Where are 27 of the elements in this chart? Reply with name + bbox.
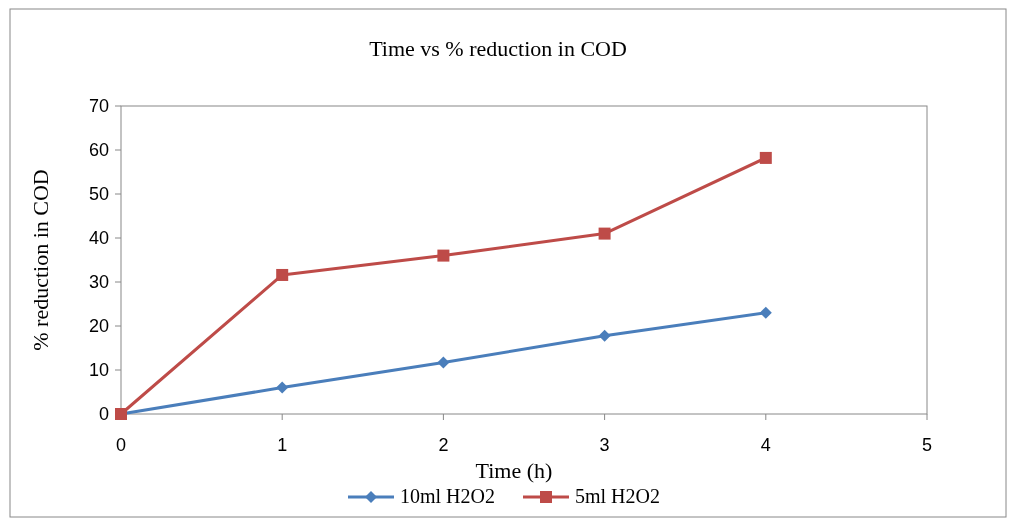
legend-label: 10ml H2O2 xyxy=(400,485,495,507)
x-tick-label: 4 xyxy=(760,435,771,455)
x-axis-title: Time (h) xyxy=(475,458,553,483)
legend-label: 5ml H2O2 xyxy=(575,485,660,507)
y-tick-label: 0 xyxy=(98,404,109,424)
x-tick-label: 3 xyxy=(599,435,610,455)
x-tick-label: 2 xyxy=(438,435,449,455)
point xyxy=(437,249,450,262)
y-tick-label: 70 xyxy=(88,96,109,116)
y-tick-label: 20 xyxy=(88,316,109,336)
y-tick-label: 10 xyxy=(88,360,109,380)
y-tick-label: 40 xyxy=(88,228,109,248)
y-tick-label: 30 xyxy=(88,272,109,292)
point xyxy=(759,306,772,319)
point xyxy=(276,381,289,394)
y-axis-title: % reduction in COD xyxy=(28,169,53,351)
chart-title: Time vs % reduction in COD xyxy=(369,36,627,61)
x-tick-label: 1 xyxy=(277,435,288,455)
y-tick-label: 50 xyxy=(88,184,109,204)
x-tick-label: 5 xyxy=(921,435,933,455)
point xyxy=(276,268,289,281)
point xyxy=(598,227,611,240)
x-tick-label: 0 xyxy=(115,435,127,455)
point xyxy=(437,356,450,369)
point xyxy=(598,329,611,342)
point xyxy=(759,151,772,164)
y-tick-label: 60 xyxy=(88,140,109,160)
